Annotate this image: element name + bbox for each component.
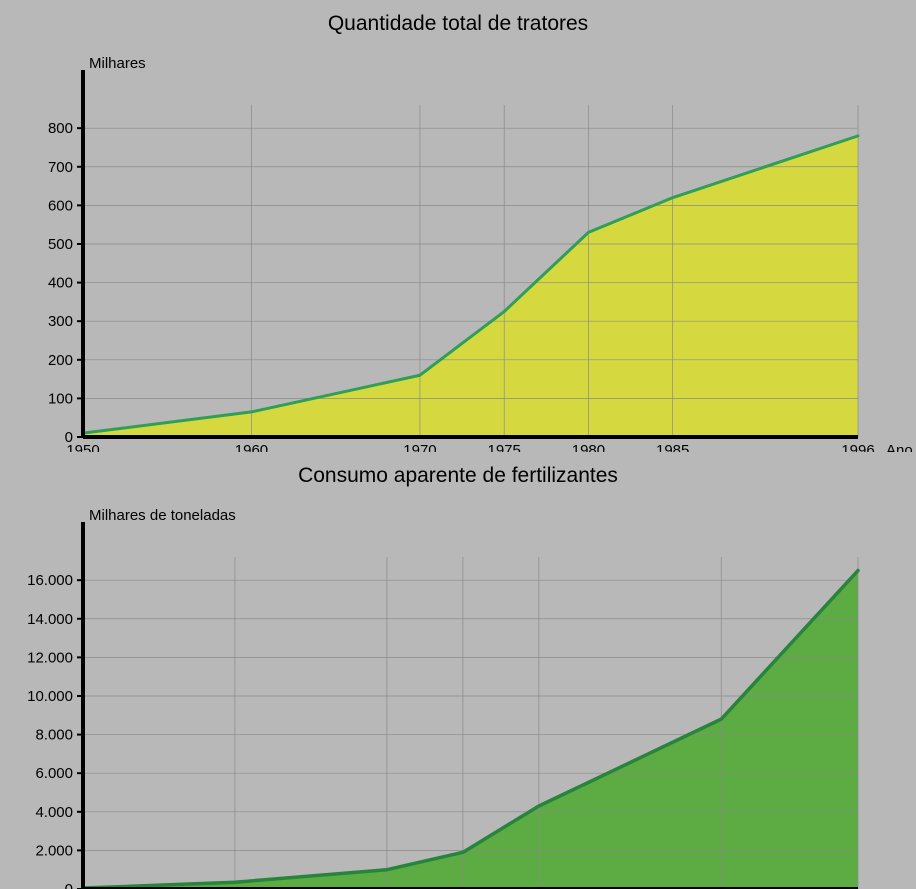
x-tick-label: 1985	[656, 442, 689, 452]
y-tick-label: 200	[48, 352, 73, 369]
x-tick-label: 1975	[488, 442, 521, 452]
chart1: Quantidade total de tratoresMilhares0100…	[0, 0, 916, 452]
y-tick-label: 300	[48, 313, 73, 330]
x-tick-label: 1996	[841, 442, 874, 452]
y-tick-label: 4.000	[35, 804, 73, 821]
y-tick-label: 700	[48, 159, 73, 176]
chart1-title: Quantidade total de tratores	[0, 0, 916, 42]
x-tick-label: 1950	[66, 442, 99, 452]
chart2-y-axis-title: Milhares de toneladas	[89, 507, 236, 524]
y-tick-label: 100	[48, 390, 73, 407]
x-tick-label: 1970	[403, 442, 436, 452]
y-tick-label: 6.000	[35, 765, 73, 782]
y-tick-label: 10.000	[27, 688, 73, 705]
y-tick-label: 400	[48, 275, 73, 292]
chart1-y-axis-title: Milhares	[89, 55, 146, 72]
y-tick-label: 2.000	[35, 842, 73, 859]
chart2: Consumo aparente de fertilizantes Milhare…	[0, 452, 916, 889]
chart1-plot: Milhares01002003004005006007008001950196…	[0, 40, 916, 452]
x-tick-label: 1980	[572, 442, 605, 452]
y-tick-label: 8.000	[35, 727, 73, 744]
y-tick-label: 600	[48, 197, 73, 214]
y-tick-label: 800	[48, 120, 73, 137]
chart2-area-fill	[83, 571, 858, 889]
y-tick-label: 16.000	[27, 572, 73, 589]
chart1-svg: 0100200300400500600700800195019601970197…	[0, 40, 916, 452]
chart1-x-axis-title: Ano	[886, 442, 913, 452]
x-tick-label: 1960	[235, 442, 268, 452]
chart2-title: Consumo aparente de fertilizantes	[0, 452, 916, 494]
y-tick-label: 14.000	[27, 611, 73, 628]
y-tick-label: 0	[65, 881, 73, 889]
chart2-plot: Milhares de toneladas 0 2.000 4.000 6.000 8.0…	[0, 492, 916, 889]
chart2-svg: 0 2.000 4.000 6.000 8.000 10.000 12.000 14.000 1…	[0, 492, 916, 889]
y-tick-label: 500	[48, 236, 73, 253]
chart1-area-fill	[83, 136, 858, 437]
y-tick-label: 12.000	[27, 649, 73, 666]
